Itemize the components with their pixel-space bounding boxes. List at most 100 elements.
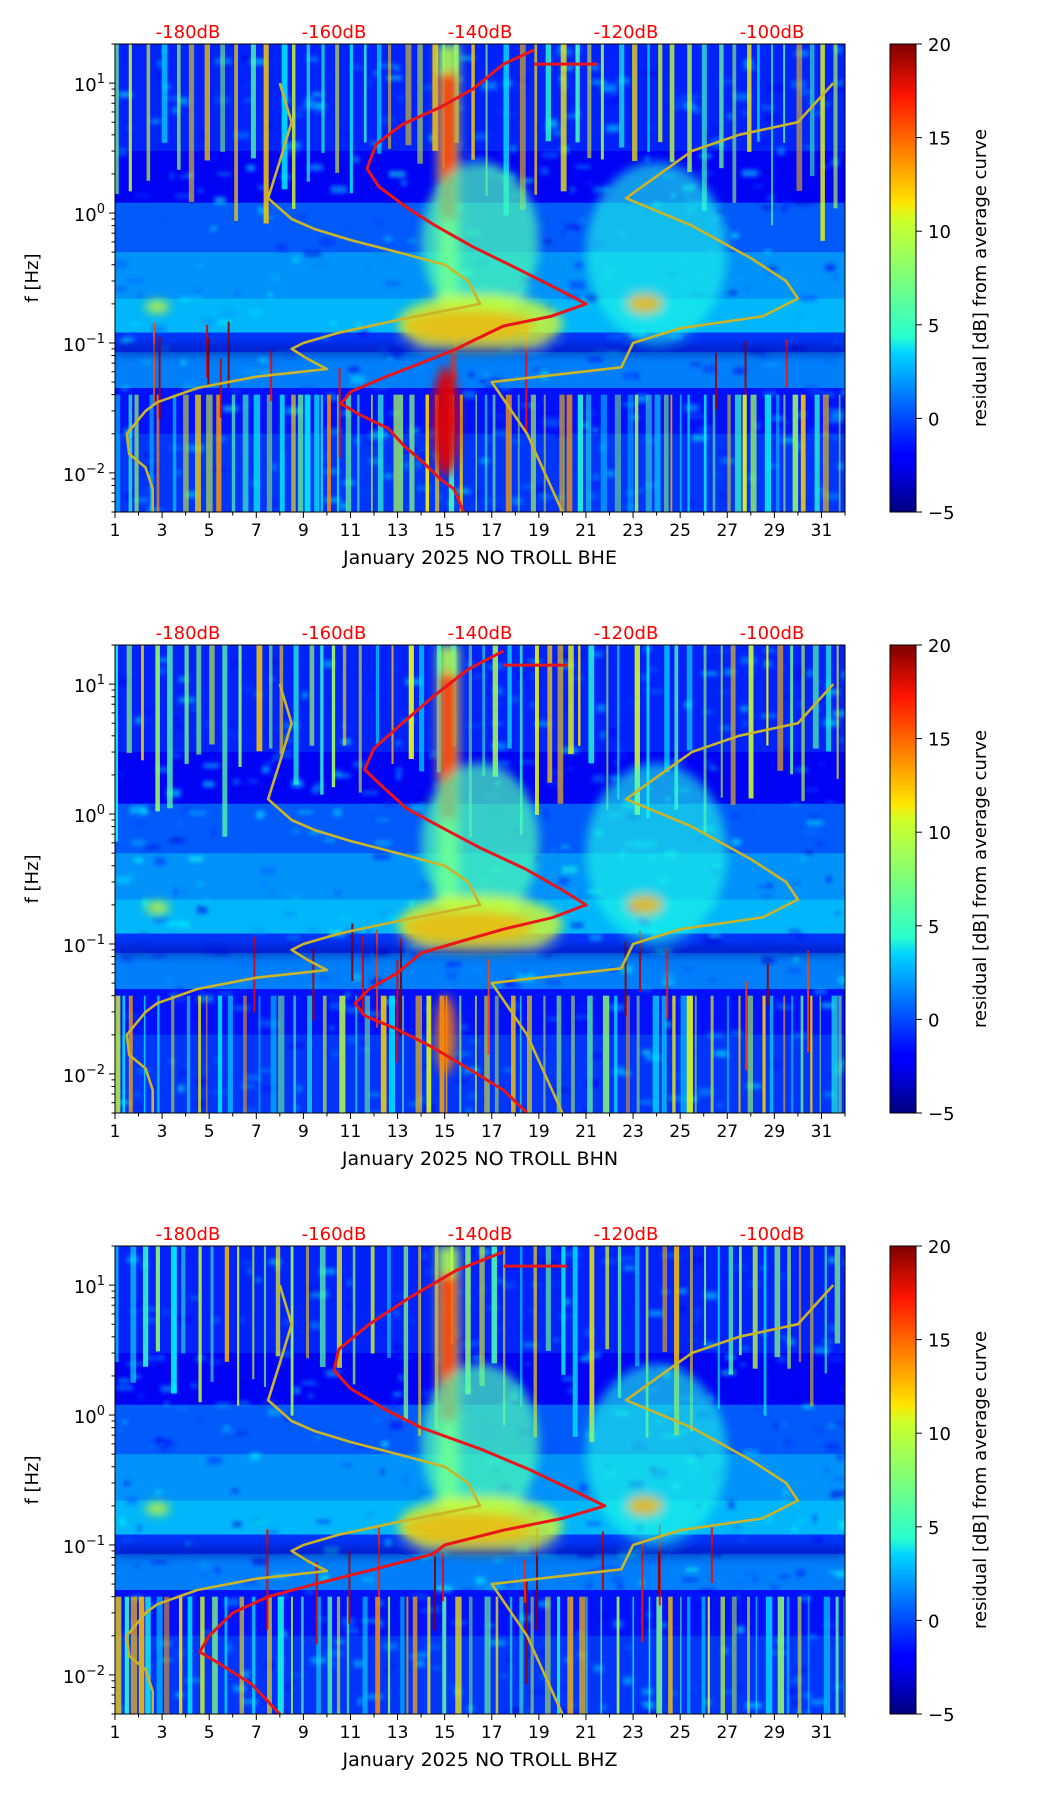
colorbar-tick-label: 5 [928, 917, 939, 938]
top-db-label: -180dB [156, 22, 221, 43]
x-tick-label: 3 [157, 1122, 168, 1142]
olive-curve-right [490, 683, 835, 1113]
top-db-labels: -180dB -160dB -140dB -120dB -100dB [156, 22, 805, 43]
colorbar-tick-label: 0 [928, 1010, 939, 1031]
top-db-labels: -180dB -160dB -140dB -120dB -100dB [156, 623, 805, 644]
colorbar-tick-label: 20 [928, 35, 951, 56]
y-tick-label: 10−2 [63, 462, 105, 486]
colorbar-tick-label: 15 [928, 1331, 951, 1352]
colorbar-tick-label: 5 [928, 316, 939, 337]
y-axis-label: f [Hz] [22, 854, 43, 903]
colorbar-tick-label: 0 [928, 1611, 939, 1632]
x-tick-label: 29 [764, 1122, 786, 1142]
x-ticks: 1 3 5 7 9 11 13 15 17 19 21 23 25 27 29 31 [110, 512, 846, 541]
y-tick-label: 100 [74, 202, 105, 226]
x-tick-label: 9 [298, 1122, 309, 1142]
y-tick-label: 101 [74, 1274, 105, 1298]
colorbar-tick-label: 10 [928, 222, 951, 243]
colorbar-tick-label: 10 [928, 823, 951, 844]
x-ticks: 1 3 5 7 9 11 13 15 17 19 21 23 25 27 29 31 [110, 1714, 846, 1743]
top-db-label: -100dB [740, 623, 805, 644]
x-tick-label: 17 [481, 1122, 503, 1142]
x-tick-label: 1 [110, 521, 121, 541]
x-tick-label: 11 [340, 521, 362, 541]
x-tick-label: 27 [716, 521, 738, 541]
colorbar-label: residual [dB] from average curve [970, 730, 991, 1028]
y-axis-label: f [Hz] [22, 253, 43, 302]
y-tick-label: 10−1 [63, 933, 105, 957]
x-axis-label: January 2025 NO TROLL BHN [341, 1148, 618, 1170]
axes-frame [114, 1245, 846, 1715]
colorbar-gradient [889, 644, 917, 1114]
top-db-label: -140dB [448, 623, 513, 644]
top-db-label: -120dB [594, 1224, 659, 1245]
x-tick-label: 23 [622, 1122, 644, 1142]
x-tick-label: 13 [387, 1723, 409, 1743]
axes-frame [114, 644, 846, 1114]
top-db-label: -180dB [156, 623, 221, 644]
top-db-label: -180dB [156, 1224, 221, 1245]
colorbar: −5 0 5 10 15 20 residual [dB] from average cur… [889, 1237, 991, 1726]
x-tick-label: 1 [110, 1723, 121, 1743]
x-tick-label: 29 [764, 1723, 786, 1743]
x-tick-label: 27 [716, 1723, 738, 1743]
colorbar-tick-label: 20 [928, 1237, 951, 1258]
top-db-label: -160dB [302, 1224, 367, 1245]
x-tick-label: 19 [528, 521, 550, 541]
x-tick-label: 25 [669, 521, 691, 541]
x-tick-label: 7 [251, 521, 262, 541]
x-tick-label: 3 [157, 521, 168, 541]
colorbar-tick-label: 15 [928, 129, 951, 150]
x-tick-label: 5 [204, 1723, 215, 1743]
y-ticks: 10−2 10−1 100 101 [63, 43, 115, 513]
x-tick-label: 23 [622, 521, 644, 541]
x-tick-label: 17 [481, 1723, 503, 1743]
x-tick-label: 3 [157, 1723, 168, 1743]
olive-curve-right [490, 1284, 835, 1714]
y-tick-label: 10−1 [63, 332, 105, 356]
top-db-label: -120dB [594, 623, 659, 644]
x-axis-label: January 2025 NO TROLL BHZ [342, 1749, 618, 1771]
x-tick-label: 15 [434, 1723, 456, 1743]
y-ticks: 10−2 10−1 100 101 [63, 1245, 115, 1715]
x-tick-label: 17 [481, 521, 503, 541]
heatmap-area [115, 645, 845, 1113]
y-tick-label: 10−2 [63, 1664, 105, 1688]
x-tick-label: 21 [575, 521, 597, 541]
colorbar: −5 0 5 10 15 20 residual [dB] from average cur… [889, 636, 991, 1125]
top-db-label: -160dB [302, 623, 367, 644]
heatmap-area [115, 1246, 845, 1714]
x-tick-label: 9 [298, 1723, 309, 1743]
x-tick-label: 31 [811, 1122, 833, 1142]
red-curve [339, 48, 588, 512]
x-tick-label: 25 [669, 1723, 691, 1743]
x-tick-label: 11 [340, 1723, 362, 1743]
axes-frame [114, 43, 846, 513]
colorbar: −5 0 5 10 15 20 residual [dB] from average cur… [889, 35, 991, 524]
x-tick-label: 15 [434, 521, 456, 541]
top-db-label: -140dB [448, 22, 513, 43]
colorbar-tick-label: 15 [928, 730, 951, 751]
red-curve [198, 1250, 607, 1714]
colorbar-tick-label: −5 [928, 1705, 955, 1726]
x-tick-label: 11 [340, 1122, 362, 1142]
top-db-label: -100dB [740, 22, 805, 43]
heatmap-area [115, 44, 845, 512]
y-tick-label: 101 [74, 72, 105, 96]
x-tick-label: 21 [575, 1122, 597, 1142]
y-tick-label: 100 [74, 1404, 105, 1428]
olive-curve-left [125, 82, 482, 512]
x-tick-label: 29 [764, 521, 786, 541]
colorbar-label: residual [dB] from average curve [970, 1331, 991, 1629]
y-tick-label: 100 [74, 803, 105, 827]
x-tick-label: 27 [716, 1122, 738, 1142]
x-tick-label: 25 [669, 1122, 691, 1142]
top-db-label: -100dB [740, 1224, 805, 1245]
y-ticks: 10−2 10−1 100 101 [63, 644, 115, 1114]
colorbar-tick-label: 5 [928, 1518, 939, 1539]
top-db-label: -160dB [302, 22, 367, 43]
colorbar-tick-label: 10 [928, 1424, 951, 1445]
